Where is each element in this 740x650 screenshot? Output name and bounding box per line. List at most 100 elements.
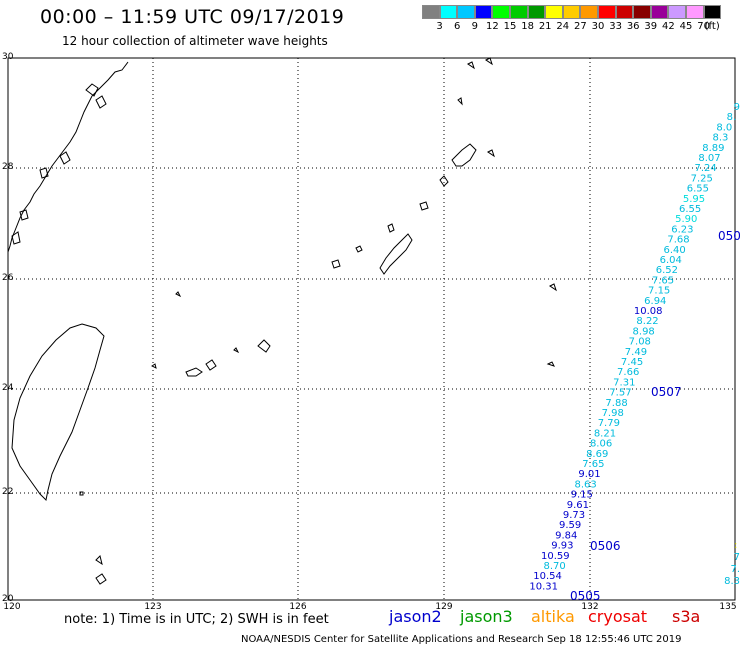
china-islands (11, 83, 107, 245)
wave-height-value: 9.15 (571, 490, 593, 501)
satellite-legend-s3a: s3a (672, 607, 701, 626)
color-swatch (615, 5, 634, 19)
color-scale-label: 30 (591, 21, 605, 32)
longitude-label: 120 (3, 602, 21, 612)
wave-height-value: 8.06 (590, 439, 612, 450)
wave-height-value: 6.23 (671, 224, 693, 235)
wave-height-value: 7.57 (609, 388, 631, 399)
wave-height-value: 8.63 (574, 479, 596, 490)
color-swatch (633, 5, 651, 19)
wave-height-value: 7.98 (602, 408, 624, 419)
pass-time-label: 0507 (651, 385, 682, 399)
wave-height-value: 6.04 (660, 255, 682, 266)
satellite-legend-jason2: jason2 (389, 607, 442, 626)
wave-height-value: 8.0 (716, 122, 732, 133)
wave-height-value: 7.25 (691, 173, 713, 184)
miyako-island (257, 339, 271, 353)
wave-height-value: 7.65 (582, 459, 604, 470)
wave-height-value: 7. (730, 564, 740, 575)
wave-height-value: 9.93 (551, 541, 573, 552)
wave-height-value: 8.21 (594, 428, 616, 439)
wave-height-value: 7.79 (598, 418, 620, 429)
lat-lon-grid (8, 58, 735, 600)
longitude-label: 123 (144, 602, 162, 612)
longitude-label: 132 (581, 602, 599, 612)
latitude-label: 26 (2, 273, 14, 283)
wave-height-value: 7.49 (625, 347, 647, 358)
wave-height-value: 6.52 (656, 265, 678, 276)
wave-height-value: 8.98 (633, 326, 655, 337)
track-marker: : (734, 540, 737, 551)
pass-time-label: 0506 (590, 539, 621, 553)
latitude-label: 20 (2, 594, 14, 604)
color-scale-label: 18 (521, 21, 534, 32)
wave-height-value: 7.31 (613, 377, 635, 388)
note-text: note: 1) Time is in UTC; 2) SWH is in fe… (64, 612, 329, 627)
wave-height-value: 10.54 (533, 571, 562, 582)
satellite-legend-jason3: jason3 (460, 607, 513, 626)
color-swatch (668, 5, 686, 19)
wave-height-value: 8. (727, 112, 737, 123)
map-title: 00:00 – 11:59 UTC 09/17/2019 (40, 6, 345, 28)
color-swatch (562, 5, 581, 19)
color-swatch (474, 5, 493, 19)
color-swatch (703, 5, 722, 19)
wave-height-value: 8.70 (543, 561, 565, 572)
satellite-legend-cryosat: cryosat (588, 607, 648, 626)
okinawa-island (379, 233, 413, 275)
color-scale-label: 9 (471, 21, 478, 32)
color-scale-label: 21 (538, 21, 552, 32)
color-swatch (580, 5, 598, 19)
latitude-label: 24 (2, 383, 14, 393)
wave-height-value: 9.61 (567, 500, 589, 511)
color-swatch (422, 5, 440, 19)
wave-height-value: 7 (734, 552, 740, 563)
wave-height-value: 6.55 (679, 204, 701, 215)
wave-height-value: 7.45 (621, 357, 643, 368)
wave-height-value: 5.90 (675, 214, 697, 225)
wave-height-value: 8.69 (586, 449, 608, 460)
wave-height-value: 7.65 (652, 275, 674, 286)
color-scale-label: 39 (644, 21, 658, 32)
color-swatch (597, 5, 616, 19)
wave-height-value: 7.66 (617, 367, 639, 378)
wave-height-value: 8.89 (702, 143, 724, 154)
wave-height-value: 6.40 (664, 245, 686, 256)
color-scale-label: 33 (609, 21, 622, 32)
longitude-label: 129 (435, 602, 453, 612)
wave-height-value: 8.22 (636, 316, 658, 327)
wave-height-value: 7.08 (629, 337, 651, 348)
color-scale-label: 6 (454, 21, 461, 32)
wave-height-value: 8.3 (712, 133, 728, 144)
color-scale-bar (422, 5, 722, 19)
color-scale-label: 24 (556, 21, 570, 32)
wave-height-value: 9.01 (578, 469, 600, 480)
color-scale-label: 45 (679, 21, 693, 32)
color-swatch (685, 5, 704, 19)
wave-height-value: 9.73 (563, 510, 585, 521)
wave-height-value: 8.07 (698, 153, 720, 164)
color-scale-label: (ft) (704, 21, 720, 32)
color-scale-label: 3 (436, 21, 443, 32)
wave-height-value: 9.59 (559, 520, 581, 531)
color-scale-label: 12 (486, 21, 499, 32)
wave-height-value: 10.31 (529, 581, 558, 592)
color-scale-label: 15 (503, 21, 517, 32)
map-frame (7, 57, 736, 601)
wave-height-value: 9 (734, 102, 740, 113)
color-scale-label: 70 (697, 21, 710, 32)
color-swatch (545, 5, 563, 19)
pass-time-label: 050 (718, 229, 740, 243)
latitude-label: 30 (2, 52, 14, 62)
color-swatch (650, 5, 669, 19)
color-swatch (509, 5, 528, 19)
longitude-label: 135 (719, 602, 737, 612)
wave-height-value: 10.08 (634, 306, 663, 317)
color-scale-label: 42 (662, 21, 675, 32)
map-subtitle: 12 hour collection of altimeter wave hei… (62, 34, 328, 48)
latitude-label: 28 (2, 162, 14, 172)
wave-height-value: 7.88 (605, 398, 627, 409)
color-swatch (457, 5, 475, 19)
taiwan-coastline (11, 323, 105, 502)
